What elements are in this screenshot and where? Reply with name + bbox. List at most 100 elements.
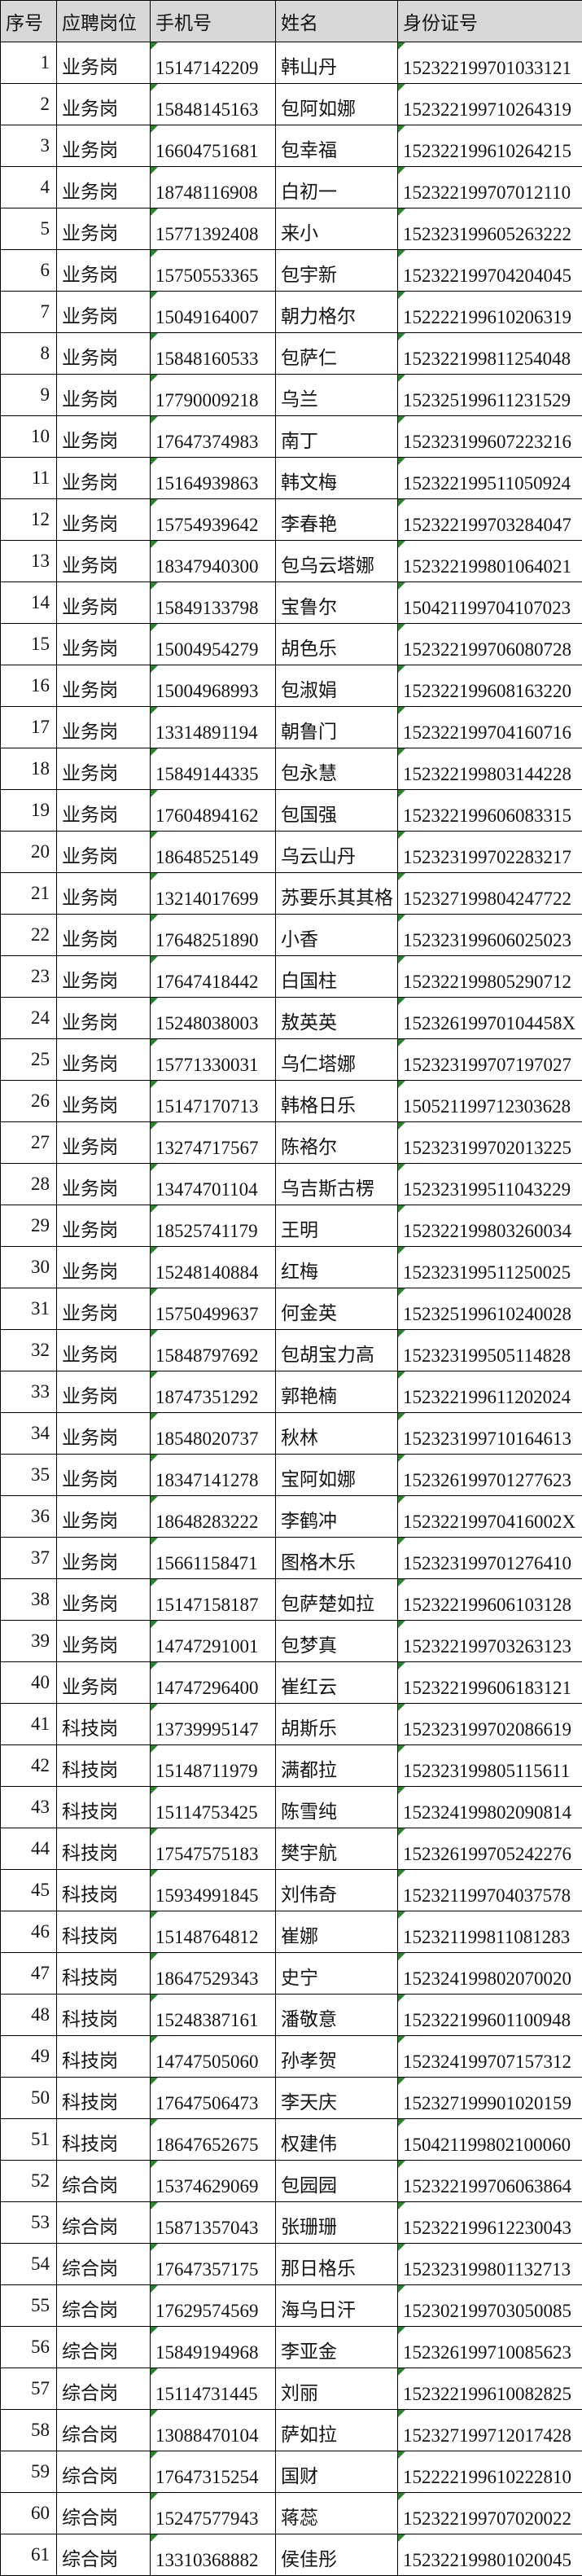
cell-post: 业务岗: [56, 1620, 151, 1662]
cell-phone: 15248038003: [150, 997, 276, 1039]
cell-id: 150521199712303628: [397, 1080, 582, 1122]
cell-no: 3: [0, 125, 57, 167]
cell-no: 9: [0, 374, 57, 416]
cell-name: 红梅: [275, 1246, 398, 1288]
table-row: 26 业务岗 15147170713 韩格日乐 150521199712303628: [0, 1080, 582, 1122]
cell-no: 47: [0, 1952, 57, 1995]
cell-phone: 17647506473: [150, 2077, 276, 2119]
cell-name: 包梦真: [275, 1620, 398, 1662]
cell-name: 宝阿如娜: [275, 1454, 398, 1496]
cell-phone: 15871357043: [150, 2201, 276, 2244]
cell-name: 侯佳彤: [275, 2534, 398, 2576]
cell-phone: 15771392408: [150, 208, 276, 250]
cell-no: 13: [0, 540, 57, 582]
cell-no: 17: [0, 706, 57, 748]
table-row: 9 业务岗 17790009218 乌兰 152325199611231529: [0, 374, 582, 416]
cell-phone: 18347141278: [150, 1454, 276, 1496]
cell-phone: 18647529343: [150, 1952, 276, 1995]
cell-phone: 15148764812: [150, 1911, 276, 1953]
cell-phone: 15164939863: [150, 457, 276, 499]
cell-no: 38: [0, 1578, 57, 1621]
cell-phone: 17647418442: [150, 955, 276, 998]
cell-name: 乌仁塔娜: [275, 1038, 398, 1081]
cell-phone: 13474701104: [150, 1163, 276, 1205]
cell-name: 陈雪纯: [275, 1786, 398, 1828]
table-row: 20 业务岗 18648525149 乌云山丹 152323199702283217: [0, 831, 582, 873]
cell-no: 23: [0, 955, 57, 998]
table-row: 53 综合岗 15871357043 张珊珊 152322199612230043: [0, 2201, 582, 2244]
cell-phone: 15750499637: [150, 1288, 276, 1330]
cell-id: 152323199702013225: [397, 1121, 582, 1164]
cell-post: 业务岗: [56, 955, 151, 998]
cell-post: 科技岗: [56, 1994, 151, 2036]
table-row: 15 业务岗 15004954279 胡色乐 152322199706080728: [0, 623, 582, 665]
table-row: 19 业务岗 17604894162 包国强 152322199606083315: [0, 789, 582, 832]
table-row: 58 综合岗 13088470104 萨如拉 152327199712017428: [0, 2409, 582, 2451]
cell-post: 综合岗: [56, 2534, 151, 2576]
table-row: 1 业务岗 15147142209 韩山丹 152322199701033121: [0, 42, 582, 84]
cell-name: 包胡宝力高: [275, 1329, 398, 1371]
cell-post: 业务岗: [56, 1246, 151, 1288]
table-row: 22 业务岗 17648251890 小香 152323199606025023: [0, 914, 582, 956]
cell-no: 27: [0, 1121, 57, 1164]
cell-no: 39: [0, 1620, 57, 1662]
table-row: 45 科技岗 15934991845 刘伟奇 152321199704037578: [0, 1869, 582, 1911]
cell-no: 5: [0, 208, 57, 250]
header-phone: 手机号: [150, 0, 276, 42]
table-row: 36 业务岗 18648283222 李鹤冲 15232219970416002X: [0, 1495, 582, 1538]
cell-name: 胡斯乐: [275, 1703, 398, 1745]
cell-id: 152322199601100948: [397, 1994, 582, 2036]
cell-name: 包永慧: [275, 748, 398, 790]
cell-no: 35: [0, 1454, 57, 1496]
cell-no: 59: [0, 2451, 57, 2493]
cell-name: 包乌云塔娜: [275, 540, 398, 582]
cell-post: 业务岗: [56, 457, 151, 499]
cell-no: 57: [0, 2368, 57, 2410]
cell-no: 44: [0, 1828, 57, 1870]
cell-id: 152322199704160716: [397, 706, 582, 748]
cell-post: 科技岗: [56, 1828, 151, 1870]
cell-phone: 15247577943: [150, 2492, 276, 2534]
cell-no: 29: [0, 1205, 57, 1247]
table-row: 3 业务岗 16604751681 包幸福 152322199610264215: [0, 125, 582, 167]
table-row: 34 业务岗 18548020737 秋林 152323199710164613: [0, 1412, 582, 1455]
cell-post: 科技岗: [56, 1744, 151, 1787]
cell-post: 业务岗: [56, 1205, 151, 1247]
cell-post: 业务岗: [56, 208, 151, 250]
cell-no: 31: [0, 1288, 57, 1330]
cell-no: 30: [0, 1246, 57, 1288]
cell-name: 满都拉: [275, 1744, 398, 1787]
cell-no: 2: [0, 83, 57, 125]
cell-id: 152321199704037578: [397, 1869, 582, 1911]
cell-phone: 17547575183: [150, 1828, 276, 1870]
cell-no: 26: [0, 1080, 57, 1122]
table-row: 41 科技岗 13739995147 胡斯乐 152323199702086619: [0, 1703, 582, 1745]
cell-post: 业务岗: [56, 540, 151, 582]
cell-no: 24: [0, 997, 57, 1039]
cell-phone: 15771330031: [150, 1038, 276, 1081]
cell-phone: 15849194968: [150, 2326, 276, 2368]
cell-phone: 15148711979: [150, 1744, 276, 1787]
cell-name: 包宇新: [275, 249, 398, 292]
cell-id: 152326199705242276: [397, 1828, 582, 1870]
cell-id: 152325199611231529: [397, 374, 582, 416]
cell-no: 61: [0, 2534, 57, 2576]
cell-phone: 15147170713: [150, 1080, 276, 1122]
cell-phone: 18647652675: [150, 2118, 276, 2161]
cell-no: 25: [0, 1038, 57, 1081]
cell-no: 43: [0, 1786, 57, 1828]
cell-id: 152322199707020022: [397, 2492, 582, 2534]
cell-name: 秋林: [275, 1412, 398, 1455]
cell-phone: 13314891194: [150, 706, 276, 748]
cell-phone: 13739995147: [150, 1703, 276, 1745]
cell-id: 152322199803260034: [397, 1205, 582, 1247]
cell-name: 包萨仁: [275, 332, 398, 375]
cell-id: 152322199611202024: [397, 1371, 582, 1413]
cell-id: 152323199710164613: [397, 1412, 582, 1455]
cell-name: 崔红云: [275, 1661, 398, 1704]
cell-name: 蒋蕊: [275, 2492, 398, 2534]
cell-phone: 15754939642: [150, 498, 276, 541]
cell-name: 包淑娟: [275, 665, 398, 707]
cell-name: 李春艳: [275, 498, 398, 541]
